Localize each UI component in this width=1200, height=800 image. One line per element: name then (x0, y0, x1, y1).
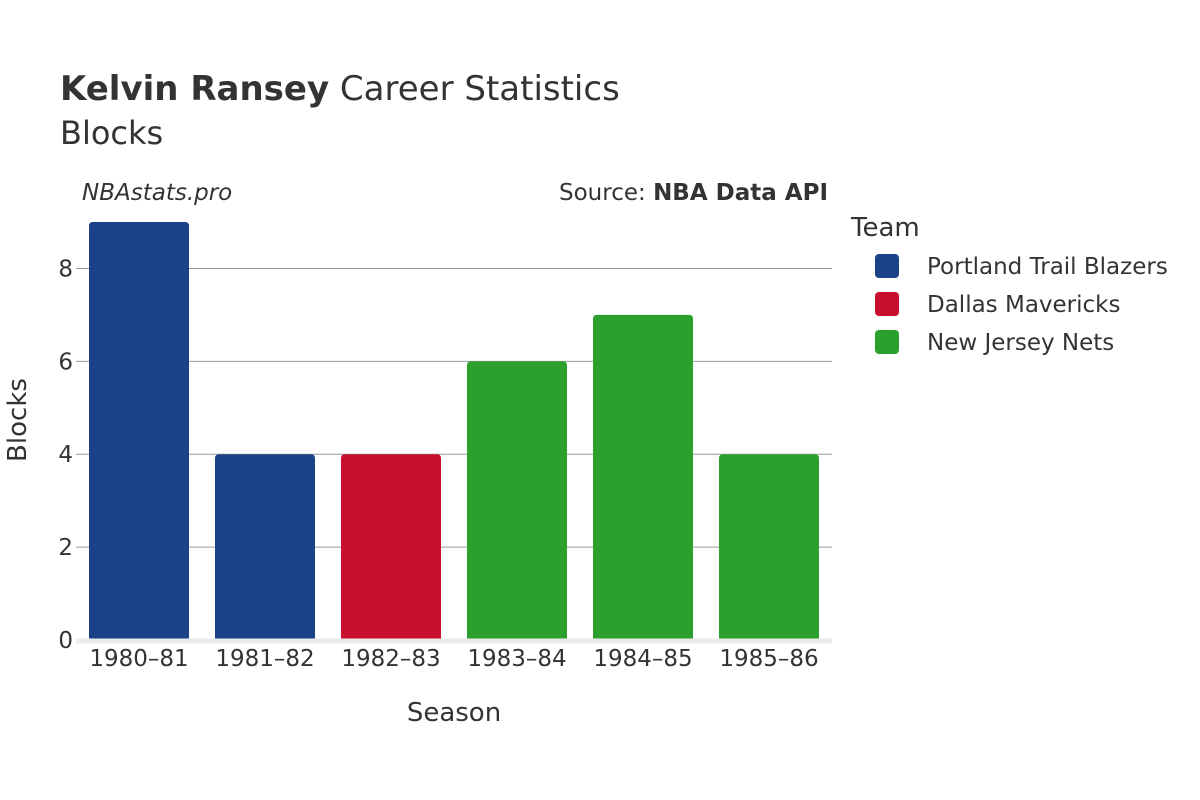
legend-label: Portland Trail Blazers (927, 254, 1168, 280)
watermark: NBAstats.pro (82, 180, 232, 206)
legend-item[interactable]: Portland Trail Blazers (875, 254, 1168, 280)
axes: 0 2 4 6 8 1980–81 1981–82 1982–83 1983–84 1984–85… (58, 256, 832, 672)
legend-swatch (875, 292, 899, 316)
legend-item[interactable]: New Jersey Nets (875, 330, 1114, 356)
source-credit: Source: NBA Data API (559, 180, 828, 206)
gridlines (76, 267, 832, 548)
bar-1985–86 (719, 454, 819, 640)
x-tick-label: 1985–86 (719, 646, 818, 672)
bar-1981–82 (215, 454, 315, 640)
x-tick-label: 1982–83 (341, 646, 440, 672)
y-tick-label: 0 (58, 628, 73, 654)
y-tick-label: 8 (58, 256, 73, 282)
x-axis-title: Season (407, 698, 501, 728)
source-name: NBA Data API (653, 180, 828, 206)
bar-1983–84 (467, 361, 567, 640)
chart-subtitle: Blocks (60, 114, 163, 152)
legend: Team Portland Trail Blazers Dallas Maveri… (850, 213, 1168, 356)
legend-title: Team (850, 213, 920, 243)
bars (89, 222, 819, 640)
bar-1984–85 (593, 314, 693, 640)
y-axis-title: Blocks (3, 378, 33, 462)
title-suffix: Career Statistics (329, 69, 620, 109)
x-tick-label: 1984–85 (593, 646, 692, 672)
x-tick-label: 1980–81 (89, 646, 188, 672)
bar-1982–83 (341, 454, 441, 640)
legend-swatch (875, 254, 899, 278)
legend-item[interactable]: Dallas Mavericks (875, 292, 1120, 318)
legend-swatch (875, 330, 899, 354)
y-tick-label: 6 (58, 349, 73, 375)
y-tick-label: 2 (58, 535, 73, 561)
legend-label: Dallas Mavericks (927, 292, 1120, 318)
bar-1980–81 (89, 222, 189, 640)
source-prefix: Source: (559, 180, 653, 206)
player-name: Kelvin Ransey (60, 69, 329, 109)
y-tick-label: 4 (58, 442, 73, 468)
x-tick-label: 1981–82 (215, 646, 314, 672)
x-tick-label: 1983–84 (467, 646, 566, 672)
legend-label: New Jersey Nets (927, 330, 1114, 356)
chart-title: Kelvin Ransey Career Statistics (60, 69, 620, 109)
